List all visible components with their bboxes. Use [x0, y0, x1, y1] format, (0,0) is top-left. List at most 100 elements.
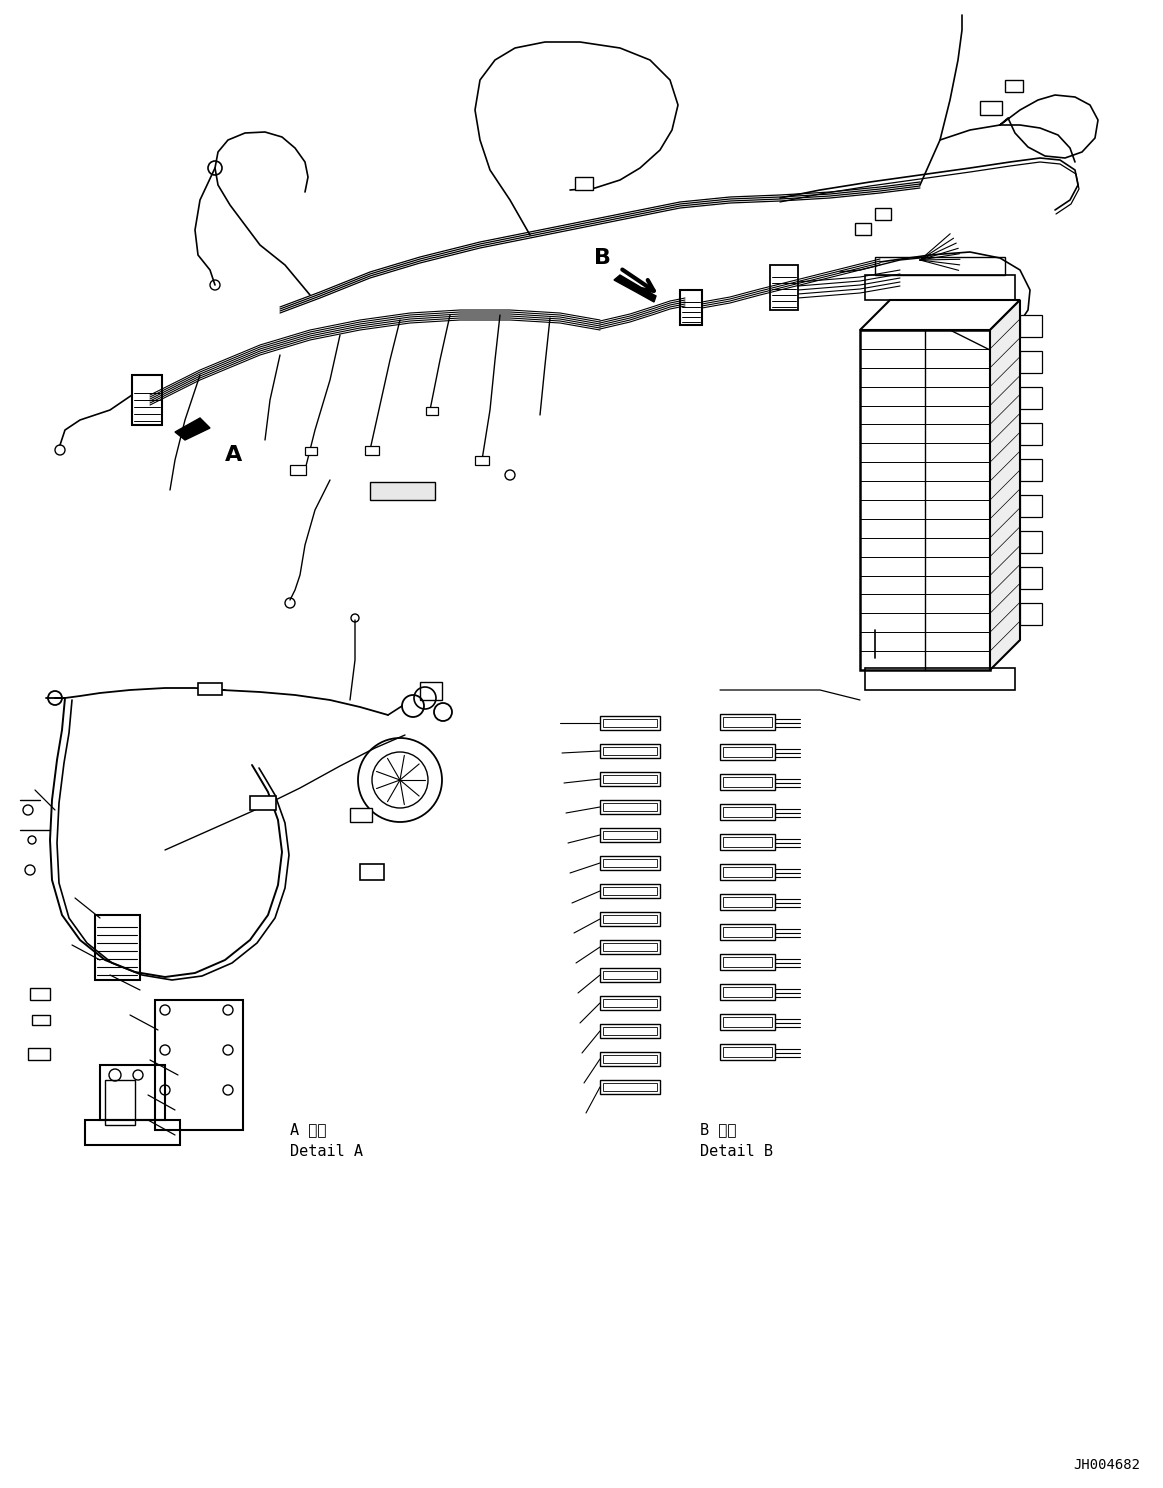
- Bar: [361, 865, 384, 879]
- Bar: [600, 969, 659, 982]
- Bar: [723, 868, 772, 876]
- Circle shape: [160, 1004, 170, 1015]
- Bar: [1020, 567, 1042, 589]
- Bar: [723, 897, 772, 908]
- Bar: [602, 804, 657, 811]
- Bar: [980, 101, 1003, 115]
- Bar: [600, 856, 659, 870]
- Bar: [1020, 458, 1042, 481]
- Bar: [770, 265, 798, 310]
- Text: JH004682: JH004682: [1073, 1458, 1140, 1472]
- Bar: [370, 482, 435, 500]
- Bar: [865, 668, 1015, 690]
- Bar: [600, 1052, 659, 1065]
- Bar: [720, 833, 775, 850]
- Bar: [600, 1080, 659, 1094]
- Bar: [859, 330, 990, 670]
- Bar: [426, 408, 438, 415]
- Bar: [420, 682, 442, 699]
- Bar: [602, 998, 657, 1007]
- Bar: [720, 774, 775, 790]
- Bar: [720, 954, 775, 970]
- Bar: [723, 747, 772, 757]
- Circle shape: [223, 1045, 233, 1055]
- Bar: [1020, 603, 1042, 625]
- Bar: [600, 772, 659, 786]
- Bar: [720, 865, 775, 879]
- Bar: [602, 1083, 657, 1091]
- Polygon shape: [174, 418, 211, 440]
- Bar: [602, 915, 657, 923]
- Text: Detail A: Detail A: [290, 1144, 363, 1159]
- Bar: [600, 716, 659, 731]
- Bar: [1020, 423, 1042, 445]
- Bar: [602, 887, 657, 894]
- Polygon shape: [614, 275, 656, 302]
- Bar: [723, 1016, 772, 1027]
- Circle shape: [223, 1004, 233, 1015]
- Bar: [600, 940, 659, 954]
- Bar: [600, 801, 659, 814]
- Bar: [720, 894, 775, 911]
- Bar: [600, 884, 659, 897]
- Bar: [1020, 496, 1042, 516]
- Polygon shape: [859, 301, 1020, 330]
- Bar: [602, 747, 657, 754]
- Bar: [723, 1048, 772, 1056]
- Bar: [602, 719, 657, 728]
- Bar: [723, 957, 772, 967]
- Bar: [720, 924, 775, 940]
- Bar: [600, 1024, 659, 1039]
- Bar: [1005, 80, 1023, 92]
- Bar: [720, 1045, 775, 1059]
- Bar: [1020, 351, 1042, 373]
- Bar: [290, 464, 306, 475]
- Bar: [720, 714, 775, 731]
- Bar: [33, 1015, 50, 1025]
- Bar: [475, 455, 488, 464]
- Circle shape: [223, 1085, 233, 1095]
- Bar: [600, 827, 659, 842]
- Bar: [600, 995, 659, 1010]
- Bar: [85, 1120, 180, 1144]
- Bar: [30, 988, 50, 1000]
- Bar: [720, 984, 775, 1000]
- Bar: [855, 223, 871, 235]
- Bar: [720, 1013, 775, 1030]
- Bar: [680, 290, 702, 324]
- Text: A: A: [224, 445, 242, 464]
- Bar: [723, 717, 772, 728]
- Bar: [95, 915, 140, 981]
- Bar: [350, 808, 372, 821]
- Bar: [600, 744, 659, 757]
- Text: A 詳細: A 詳細: [290, 1122, 327, 1137]
- Bar: [100, 1065, 165, 1120]
- Bar: [875, 257, 1005, 275]
- Bar: [602, 1055, 657, 1062]
- Bar: [723, 777, 772, 787]
- Bar: [602, 972, 657, 979]
- Circle shape: [160, 1085, 170, 1095]
- Bar: [1020, 531, 1042, 554]
- Text: B 詳細: B 詳細: [700, 1122, 736, 1137]
- Bar: [602, 830, 657, 839]
- Bar: [155, 1000, 243, 1129]
- Bar: [723, 987, 772, 997]
- Bar: [723, 927, 772, 937]
- Bar: [365, 446, 379, 455]
- Bar: [28, 1048, 50, 1059]
- Text: B: B: [593, 248, 611, 268]
- Bar: [131, 375, 162, 426]
- Bar: [602, 775, 657, 783]
- Circle shape: [160, 1045, 170, 1055]
- Bar: [723, 806, 772, 817]
- Bar: [875, 208, 891, 220]
- Polygon shape: [990, 301, 1020, 670]
- Bar: [198, 683, 222, 695]
- Bar: [250, 796, 276, 809]
- Bar: [720, 744, 775, 760]
- Bar: [1020, 315, 1042, 336]
- Bar: [865, 275, 1015, 301]
- Text: Detail B: Detail B: [700, 1144, 773, 1159]
- Bar: [105, 1080, 135, 1125]
